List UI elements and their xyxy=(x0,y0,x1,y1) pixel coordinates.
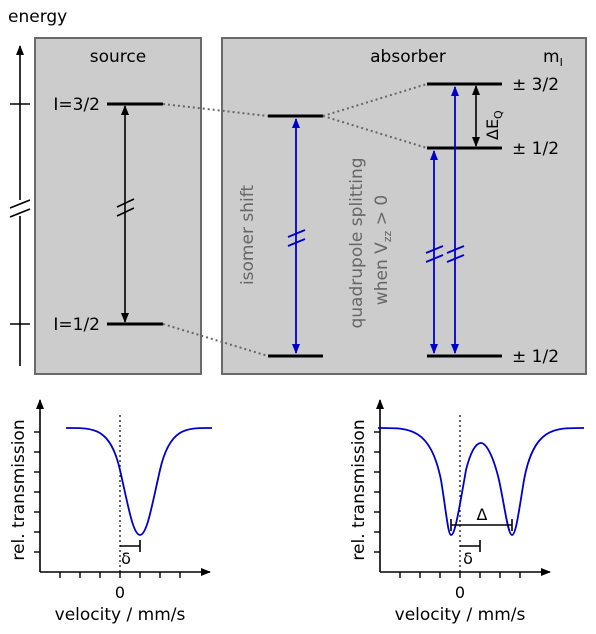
spectrum-single: δ 0 velocity / mm/s rel. transmission xyxy=(9,399,213,625)
doublet-absorption-curve xyxy=(377,427,585,536)
source-lower-label: I=1/2 xyxy=(53,315,100,335)
absorber-title: absorber xyxy=(370,47,446,67)
source-upper-label: I=3/2 xyxy=(53,95,100,115)
source-panel: source I=3/2 I=1/2 xyxy=(34,37,202,375)
spectrum1-delta: δ xyxy=(121,549,131,568)
spectrum1-xlabel: velocity / mm/s xyxy=(55,605,186,625)
energy-label: energy xyxy=(8,7,67,27)
spectrum-doublet: Δ δ 0 velocity / mm/s rel. transmission xyxy=(349,399,585,625)
isomer-shift-label: isomer shift xyxy=(238,185,258,285)
spectrum2-zero: 0 xyxy=(455,583,465,602)
spectrum1-ylabel: rel. transmission xyxy=(9,419,29,560)
delta-eq-label: ΔEQ xyxy=(483,110,505,140)
absorber-panel: absorber mI ± 3/2 ± 1/2 ± 1/2 ΔEQ isome xyxy=(221,37,587,375)
level-label-bottom: ± 1/2 xyxy=(512,347,559,367)
mi-label: mI xyxy=(543,47,563,69)
spectrum2-splitting: Δ xyxy=(477,505,488,524)
spectrum1-zero: 0 xyxy=(115,583,125,602)
level-label-middle: ± 1/2 xyxy=(512,139,559,159)
level-connectors xyxy=(162,83,428,357)
quadrupole-label-line1: quadrupole splitting xyxy=(347,157,367,328)
quadrupole-label-line2: when Vzz > 0 xyxy=(372,195,394,305)
level-label-top: ± 3/2 xyxy=(512,75,559,95)
single-absorption-curve xyxy=(65,427,213,536)
spectrum2-xlabel: velocity / mm/s xyxy=(395,605,526,625)
energy-axis: energy xyxy=(8,7,67,366)
spectrum2-delta: δ xyxy=(463,549,473,568)
source-title: source xyxy=(90,47,146,67)
spectrum2-ylabel: rel. transmission xyxy=(349,419,369,560)
